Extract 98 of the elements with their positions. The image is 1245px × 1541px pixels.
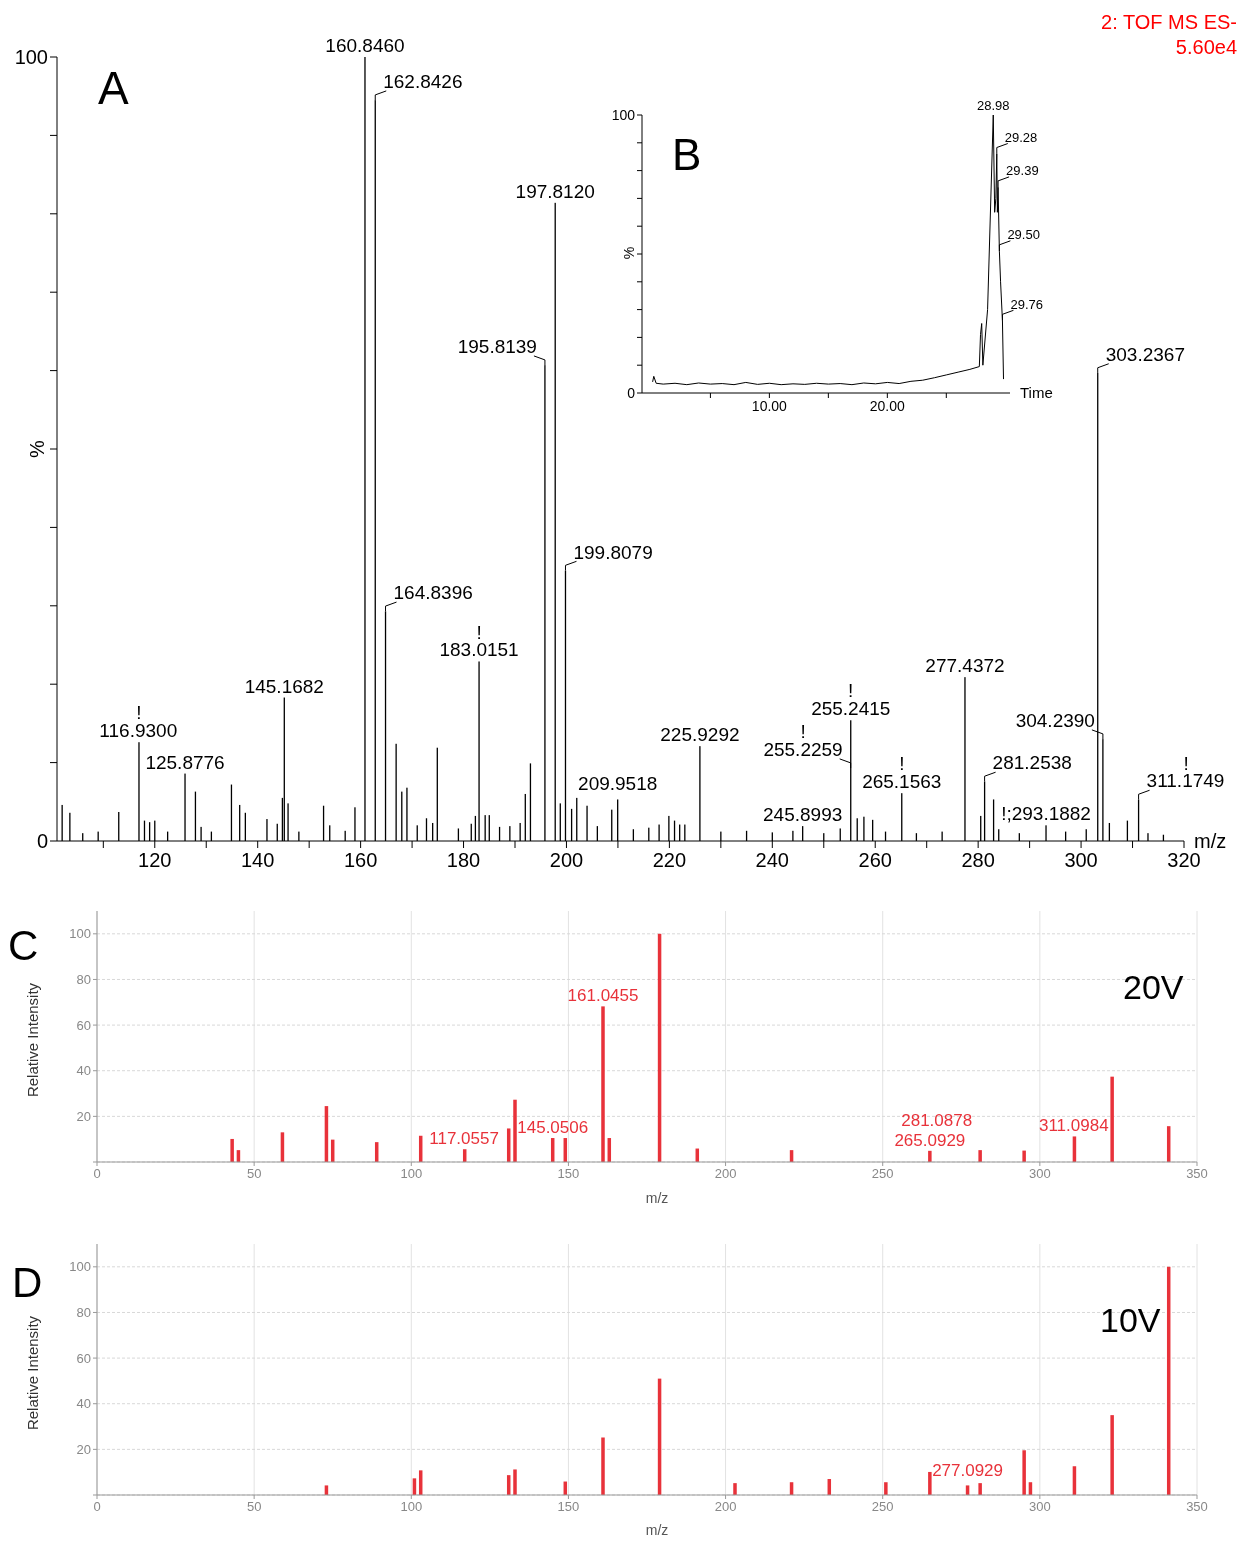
annotation: 29.76	[1010, 296, 1043, 312]
x-tick-label: 150	[557, 1166, 580, 1182]
annotation: 199.8079	[573, 541, 653, 563]
x-tick-label: 200	[549, 849, 584, 871]
bar	[928, 1471, 932, 1495]
annotation: 117.0557	[429, 1129, 499, 1149]
bar	[978, 1483, 982, 1495]
annotation: 164.8396	[393, 582, 473, 604]
bar	[1022, 1150, 1026, 1162]
bar	[733, 1483, 737, 1495]
x-tick-label: 300	[1029, 1499, 1051, 1515]
y-tick-label: 60	[76, 1350, 91, 1366]
annotation: A	[98, 62, 129, 114]
x-tick-label: 300	[1029, 1166, 1051, 1182]
x-tick-label: 200	[714, 1166, 737, 1182]
annotation: 311.0984	[1038, 1116, 1109, 1136]
annotation: 125.8776	[145, 751, 225, 773]
y-tick-label: 100	[69, 1259, 91, 1275]
x-tick-label: 260	[858, 849, 892, 871]
text: 2: TOF MS ES-	[1101, 11, 1237, 33]
x-tick-label: 0	[93, 1499, 101, 1515]
annotation: 29.28	[1004, 129, 1038, 145]
annotation: 277.4372	[925, 655, 1005, 677]
x-tick-label: 140	[241, 849, 275, 871]
x-tick-label: 10.00	[751, 398, 788, 415]
y-tick-label: 20	[76, 1441, 91, 1457]
x-tick-label: 350	[1186, 1499, 1208, 1515]
bar	[601, 1006, 605, 1162]
annotation: 20V	[1123, 968, 1184, 1006]
y-tick-label: 100	[69, 926, 91, 942]
x-tick-label: 250	[871, 1499, 894, 1515]
x-tick-label: 300	[1064, 849, 1098, 871]
bar	[1110, 1076, 1114, 1162]
annotation: 5.60e4	[1175, 36, 1237, 58]
annotation: 281.2538	[992, 752, 1072, 774]
annotation: 209.9518	[578, 773, 658, 795]
x-tick-label: 180	[446, 849, 481, 871]
x-tick-label: 320	[1167, 849, 1201, 871]
bar	[513, 1099, 517, 1162]
bar	[1022, 1450, 1026, 1495]
x-tick-label: 20.00	[869, 398, 906, 415]
annotation: 10V	[1100, 1301, 1161, 1339]
y-tick-label: 40	[76, 1396, 91, 1412]
bar	[230, 1138, 234, 1162]
x-tick-label: 0	[93, 1166, 101, 1182]
annotation: 245.8993	[763, 804, 843, 826]
y-axis-title: Relative Intensity	[24, 1315, 41, 1431]
annotation: 195.8139	[457, 336, 537, 358]
bar	[601, 1437, 605, 1495]
x-tick-label: 250	[871, 1166, 894, 1182]
annotation: 225.9292	[660, 724, 740, 746]
y-tick-label: 60	[76, 1017, 91, 1033]
x-tick-label: 280	[961, 849, 995, 871]
y-tick-label: 80	[76, 1305, 91, 1320]
y-tick-label: 80	[76, 972, 91, 987]
annotation: !;293.1882	[1001, 803, 1091, 825]
annotation: 145.0506	[517, 1118, 589, 1138]
x-tick-label: 100	[400, 1166, 423, 1182]
annotation: 303.2367	[1105, 343, 1185, 365]
annotation: 304.2390	[1015, 710, 1095, 732]
annotation: 29.50	[1007, 227, 1040, 243]
bar	[513, 1469, 517, 1495]
annotation: 145.1682	[244, 675, 324, 697]
bar	[884, 1482, 888, 1495]
x-axis-title: Time	[1020, 384, 1053, 402]
x-tick-label: 120	[138, 849, 172, 871]
annotation: B	[672, 130, 702, 179]
x-tick-label: 50	[246, 1499, 262, 1515]
bar	[928, 1150, 932, 1162]
bar	[1110, 1415, 1114, 1495]
annotation: 277.0929	[932, 1461, 1004, 1481]
x-tick-label: 220	[652, 849, 687, 871]
annotation: 160.8460	[325, 35, 405, 56]
annotation: 29.39	[1006, 163, 1039, 179]
x-tick-label: 160	[343, 849, 378, 871]
annotation: 162.8426	[383, 71, 463, 93]
annotation: 281.0878	[901, 1111, 973, 1131]
x-axis-title: m/z	[1194, 830, 1227, 852]
x-tick-label: 350	[1186, 1166, 1208, 1182]
x-axis-title: m/z	[645, 1522, 669, 1538]
x-axis-title: m/z	[645, 1190, 669, 1206]
x-tick-label: 240	[755, 849, 789, 871]
y-axis-title: %	[26, 439, 48, 458]
annotation: 28.98	[976, 98, 1010, 113]
y-tick-label: 40	[76, 1063, 91, 1079]
text: C	[8, 922, 39, 969]
text: D	[12, 1259, 43, 1306]
annotation: 197.8120	[515, 180, 595, 202]
bar	[978, 1150, 982, 1162]
annotation: 265.0929	[894, 1130, 966, 1150]
annotation: 161.0455	[567, 986, 639, 1006]
y-axis-title: %	[621, 246, 637, 260]
x-tick-label: 200	[714, 1499, 737, 1515]
x-tick-label: 100	[400, 1499, 423, 1515]
x-tick-label: 150	[557, 1499, 580, 1515]
x-tick-label: 50	[246, 1166, 262, 1182]
y-axis-title: Relative Intensity	[24, 982, 41, 1098]
y-tick-label: 20	[76, 1108, 91, 1124]
